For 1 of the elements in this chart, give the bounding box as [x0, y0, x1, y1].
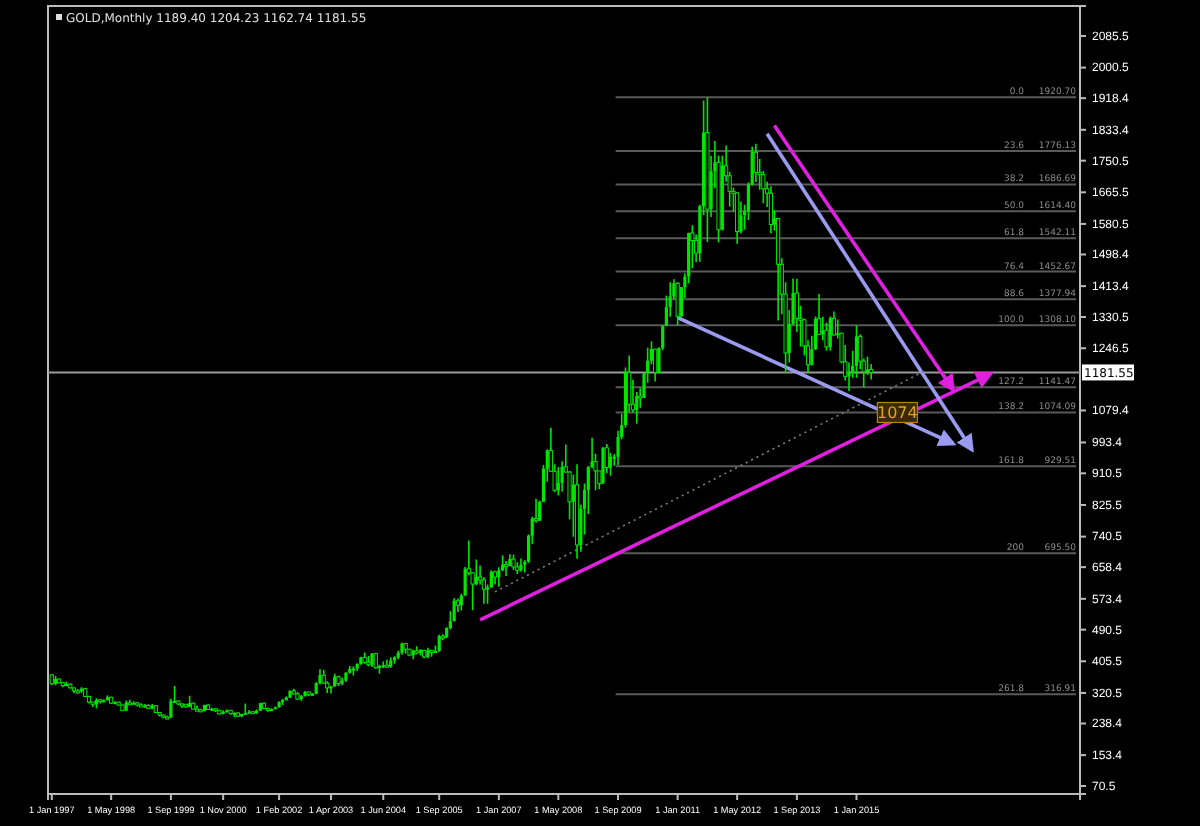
annotation: 1074 — [877, 404, 918, 423]
